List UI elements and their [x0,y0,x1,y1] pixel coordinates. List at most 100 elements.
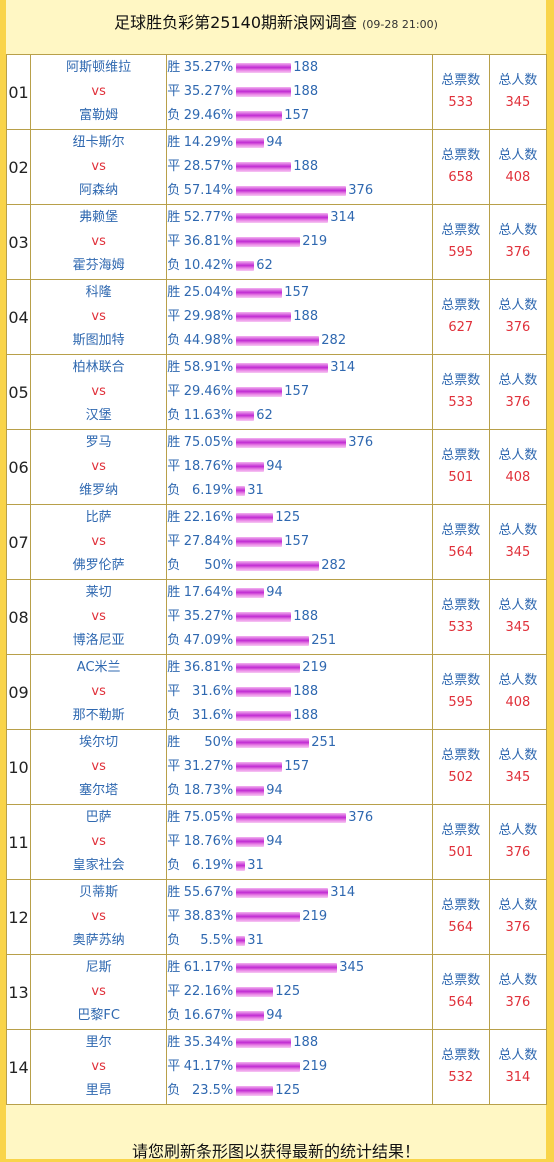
total-votes-label: 总票数 [441,748,481,763]
outcome-label: 负 [167,858,181,873]
vote-count: 94 [266,834,283,849]
outcome-label: 平 [167,609,181,624]
match-row: 09 AC米兰 vs 那不勒斯 胜 36.81% 219 平 31.6% 188 负 31.6% 188… [5,654,548,730]
total-people-cell: 总人数 408 [488,429,548,505]
match-number: 09 [5,654,32,730]
outcome-label: 平 [167,384,181,399]
outcome-row-loss: 负 5.5% 31 [167,929,431,953]
outcome-percent: 6.19% [191,858,234,873]
total-people-cell: 总人数 408 [488,129,548,205]
outcome-label: 平 [167,984,181,999]
vote-bars: 胜 52.77% 314 平 36.81% 219 负 10.42% 62 [166,204,433,280]
vote-bar [236,411,255,421]
outcome-label: 负 [167,558,181,573]
outcome-percent: 35.27% [183,84,234,99]
vs-label: vs [91,84,106,99]
total-people-label: 总人数 [498,448,538,463]
vote-bar [236,513,274,523]
home-team: 纽卡斯尔 [72,135,125,150]
match-number: 02 [5,129,32,205]
total-people-value: 408 [505,695,531,710]
match-row: 11 巴萨 vs 皇家社会 胜 75.05% 376 平 18.76% 94 负 6.19% 31 总票数… [5,804,548,880]
total-votes-cell: 总票数 502 [431,729,490,805]
outcome-percent: 36.81% [183,660,234,675]
total-people-label: 总人数 [498,298,538,313]
match-teams: 埃尔切 vs 塞尔塔 [30,729,168,805]
outcome-percent: 25.04% [183,285,234,300]
vote-count: 219 [302,234,328,249]
vote-count: 219 [302,1059,328,1074]
vote-bar [236,138,265,148]
vote-count: 376 [348,183,374,198]
match-teams: 柏林联合 vs 汉堡 [30,354,168,430]
outcome-label: 负 [167,183,181,198]
vote-count: 251 [311,735,337,750]
total-votes-value: 658 [448,170,474,185]
match-number: 07 [5,504,32,580]
total-people-value: 376 [505,995,531,1010]
vote-count: 157 [284,534,310,549]
vote-count: 157 [284,285,310,300]
vote-count: 94 [266,135,283,150]
outcome-percent: 75.05% [183,810,234,825]
vs-label: vs [91,909,106,924]
vote-count: 188 [293,84,319,99]
vote-bar [236,612,292,622]
total-votes-label: 总票数 [441,298,481,313]
away-team: 佛罗伦萨 [72,558,125,573]
outcome-row-win: 胜 22.16% 125 [167,506,431,530]
vote-bar [236,186,347,196]
home-team: 里尔 [85,1035,112,1050]
total-people-label: 总人数 [498,223,538,238]
total-people-value: 314 [505,1070,531,1085]
vote-count: 219 [302,909,328,924]
vs-label: vs [91,159,106,174]
outcome-percent: 16.67% [183,1008,234,1023]
match-teams: 尼斯 vs 巴黎FC [30,954,168,1030]
match-number: 06 [5,429,32,505]
total-people-cell: 总人数 376 [488,879,548,955]
outcome-label: 负 [167,483,181,498]
vote-bar [236,537,283,547]
outcome-row-loss: 负 16.67% 94 [167,1004,431,1028]
away-team: 塞尔塔 [79,783,119,798]
outcome-label: 负 [167,708,181,723]
home-team: 埃尔切 [79,735,119,750]
vote-count: 376 [348,435,374,450]
outcome-label: 负 [167,783,181,798]
total-people-value: 345 [505,545,531,560]
timestamp: (09-28 21:00) [362,18,438,31]
outcome-row-draw: 平 38.83% 219 [167,905,431,929]
vote-count: 282 [321,333,347,348]
outcome-row-draw: 平 28.57% 188 [167,155,431,179]
outcome-label: 胜 [167,60,181,75]
vs-label: vs [91,309,106,324]
total-people-label: 总人数 [498,373,538,388]
outcome-row-win: 胜 75.05% 376 [167,431,431,455]
outcome-row-loss: 负 29.46% 157 [167,104,431,128]
vote-bars: 胜 25.04% 157 平 29.98% 188 负 44.98% 282 [166,279,433,355]
vote-count: 188 [293,309,319,324]
outcome-row-win: 胜 36.81% 219 [167,656,431,680]
vote-bar [236,1062,301,1072]
outcome-row-win: 胜 14.29% 94 [167,131,431,155]
total-votes-value: 532 [448,1070,474,1085]
vote-bar [236,861,246,871]
total-votes-cell: 总票数 627 [431,279,490,355]
match-teams: 纽卡斯尔 vs 阿森纳 [30,129,168,205]
outcome-percent: 58.91% [183,360,234,375]
outcome-row-loss: 负 6.19% 31 [167,854,431,878]
outcome-label: 胜 [167,960,181,975]
outcome-label: 胜 [167,360,181,375]
total-votes-label: 总票数 [441,523,481,538]
outcome-label: 负 [167,258,181,273]
match-row: 04 科隆 vs 斯图加特 胜 25.04% 157 平 29.98% 188 负 44.98% 282… [5,279,548,355]
outcome-percent: 57.14% [183,183,234,198]
outcome-label: 胜 [167,285,181,300]
survey-panel: 足球胜负彩第25140期新浪网调查 (09-28 21:00) 01 阿斯顿维拉 v… [5,0,548,1161]
total-votes-value: 595 [448,695,474,710]
match-teams: 里尔 vs 里昂 [30,1029,168,1105]
outcome-percent: 35.27% [183,60,234,75]
match-row: 05 柏林联合 vs 汉堡 胜 58.91% 314 平 29.46% 157 负 11.63% 62 总… [5,354,548,430]
outcome-label: 胜 [167,510,181,525]
